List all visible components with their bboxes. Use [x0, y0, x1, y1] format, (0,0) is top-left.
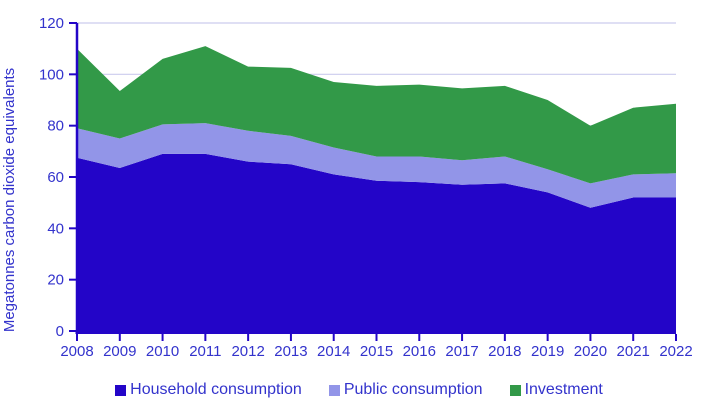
legend-label-public-consumption: Public consumption [343, 381, 483, 398]
x-tick-label-2014: 2014 [317, 343, 350, 360]
y-tick-label-80: 80 [47, 118, 64, 135]
legend-swatch-public-consumption [328, 384, 340, 396]
x-tick-label-2010: 2010 [146, 343, 179, 360]
x-tick-label-2013: 2013 [274, 343, 307, 360]
x-tick-label-2019: 2019 [531, 343, 564, 360]
y-tick-label-40: 40 [47, 220, 64, 237]
legend-item-investment: Investment [509, 381, 603, 399]
area-series [77, 46, 676, 331]
legend: Household consumption Public consumption I… [0, 381, 718, 399]
legend-swatch-investment [509, 384, 521, 396]
legend-swatch-household-consumption [115, 384, 127, 396]
legend-label-investment: Investment [524, 381, 603, 398]
legend-label-household-consumption: Household consumption [130, 381, 302, 398]
tick-labels: 0 20 40 60 80 100 120 2008 2009 2010 2011 2012 2013 2… [39, 15, 693, 360]
axes [69, 22, 677, 341]
x-tick-label-2022: 2022 [659, 343, 692, 360]
x-tick-label-2021: 2021 [617, 343, 650, 360]
y-tick-label-60: 60 [47, 169, 64, 186]
x-tick-label-2017: 2017 [445, 343, 478, 360]
x-tick-label-2018: 2018 [488, 343, 521, 360]
legend-item-household-consumption: Household consumption [115, 381, 302, 399]
x-tick-label-2015: 2015 [360, 343, 393, 360]
x-tick-label-2012: 2012 [231, 343, 264, 360]
y-tick-label-20: 20 [47, 272, 64, 289]
y-axis-title: Megatonnes carbon dioxide equivalents [1, 68, 18, 332]
x-tick-label-2009: 2009 [103, 343, 136, 360]
x-tick-label-2016: 2016 [403, 343, 436, 360]
area-public-consumption [77, 123, 676, 208]
x-tick-label-2008: 2008 [60, 343, 93, 360]
y-tick-label-100: 100 [39, 66, 64, 83]
y-tick-label-0: 0 [56, 323, 64, 340]
area-investment [77, 46, 676, 184]
area-household-consumption [77, 153, 676, 331]
x-tick-label-2020: 2020 [574, 343, 607, 360]
legend-item-public-consumption: Public consumption [328, 381, 483, 399]
plot-area: 0 20 40 60 80 100 120 2008 2009 2010 2011 2012 2013 2… [1, 15, 693, 360]
x-tick-label-2011: 2011 [189, 343, 221, 360]
y-tick-label-120: 120 [39, 15, 64, 32]
